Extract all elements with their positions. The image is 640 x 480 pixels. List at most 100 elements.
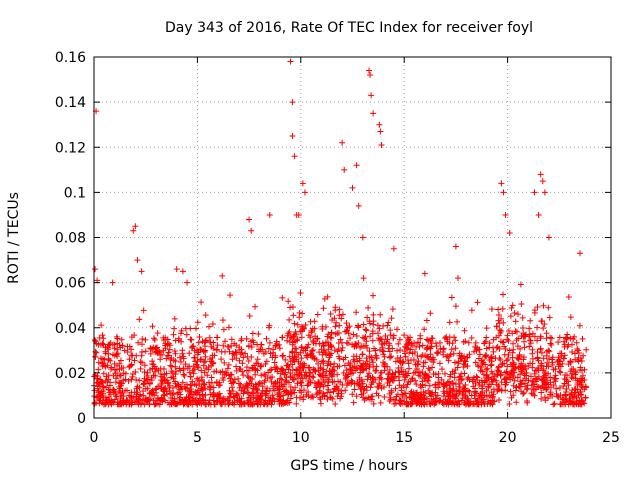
data-point: [498, 315, 505, 322]
data-point: [497, 356, 504, 363]
data-point: [310, 374, 317, 381]
ticks-layer: 0 0.02 0.04 0.06 0.08 0.1 0.12 0.14 0.16 0 5 10 15 20…: [55, 50, 620, 446]
data-point: [509, 302, 516, 309]
data-point: [131, 389, 138, 396]
data-point: [440, 345, 447, 352]
data-point: [334, 371, 341, 378]
data-point: [495, 386, 502, 393]
data-point: [331, 315, 338, 322]
data-point: [133, 399, 140, 406]
data-point: [386, 342, 393, 349]
data-point: [310, 337, 317, 344]
data-point: [249, 337, 256, 344]
data-point: [320, 342, 327, 349]
data-point: [397, 354, 404, 361]
data-point: [339, 344, 346, 351]
data-point: [335, 378, 342, 385]
data-point: [244, 389, 251, 396]
data-point: [440, 351, 447, 358]
data-point: [216, 379, 223, 386]
data-point: [311, 325, 318, 332]
data-point: [166, 401, 173, 408]
data-point: [405, 360, 412, 367]
data-point: [336, 363, 343, 370]
data-point: [523, 369, 530, 376]
data-point: [206, 383, 213, 390]
y-tick-label: 0.06: [55, 276, 86, 292]
data-point: [481, 371, 488, 378]
data-point: [545, 347, 552, 354]
data-point: [478, 385, 485, 392]
data-point: [128, 334, 135, 341]
data-point: [577, 391, 584, 398]
data-point: [421, 326, 428, 333]
outlier-point: [266, 211, 273, 218]
data-point: [472, 379, 479, 386]
data-point: [113, 333, 120, 340]
data-point: [238, 399, 245, 406]
outlier-point: [531, 189, 538, 196]
data-point: [370, 318, 377, 325]
outlier-point: [576, 250, 583, 257]
data-point: [486, 344, 493, 351]
data-point: [483, 334, 490, 341]
data-point: [338, 347, 345, 354]
data-point: [351, 386, 358, 393]
data-point: [147, 366, 154, 373]
data-point: [562, 401, 569, 408]
data-point: [554, 393, 561, 400]
data-point: [517, 345, 524, 352]
data-point: [221, 359, 228, 366]
data-point: [100, 360, 107, 367]
data-point: [337, 336, 344, 343]
data-point: [366, 370, 373, 377]
data-point: [200, 380, 207, 387]
data-point: [468, 334, 475, 341]
data-point: [284, 337, 291, 344]
data-point: [189, 367, 196, 374]
data-point: [137, 365, 144, 372]
data-point: [190, 343, 197, 350]
data-point: [317, 396, 324, 403]
data-point: [198, 367, 205, 374]
outlier-point: [367, 72, 374, 79]
data-point: [113, 375, 120, 382]
data-point: [171, 378, 178, 385]
outlier-point: [291, 153, 298, 160]
data-point: [227, 292, 234, 299]
data-point: [343, 339, 350, 346]
data-point: [388, 387, 395, 394]
data-point: [574, 345, 581, 352]
data-point: [518, 301, 525, 308]
data-point: [409, 342, 416, 349]
data-point: [369, 359, 376, 366]
data-point: [518, 360, 525, 367]
data-point: [287, 384, 294, 391]
data-point: [531, 333, 538, 340]
data-point: [537, 333, 544, 340]
data-point: [149, 387, 156, 394]
data-point: [261, 378, 268, 385]
outlier-point: [295, 211, 302, 218]
data-point: [425, 387, 432, 394]
data-point: [228, 336, 235, 343]
data-point: [310, 346, 317, 353]
data-point: [291, 389, 298, 396]
data-point: [386, 348, 393, 355]
data-point: [373, 363, 380, 370]
data-point: [220, 326, 227, 333]
data-point: [359, 351, 366, 358]
data-point: [147, 350, 154, 357]
data-point: [376, 380, 383, 387]
data-point: [572, 350, 579, 357]
data-point: [298, 344, 305, 351]
data-point: [149, 346, 156, 353]
data-point: [456, 401, 463, 408]
data-point: [579, 372, 586, 379]
data-point: [181, 372, 188, 379]
data-point: [263, 358, 270, 365]
data-point: [298, 328, 305, 335]
data-point: [472, 395, 479, 402]
data-point: [314, 335, 321, 342]
data-point: [314, 390, 321, 397]
